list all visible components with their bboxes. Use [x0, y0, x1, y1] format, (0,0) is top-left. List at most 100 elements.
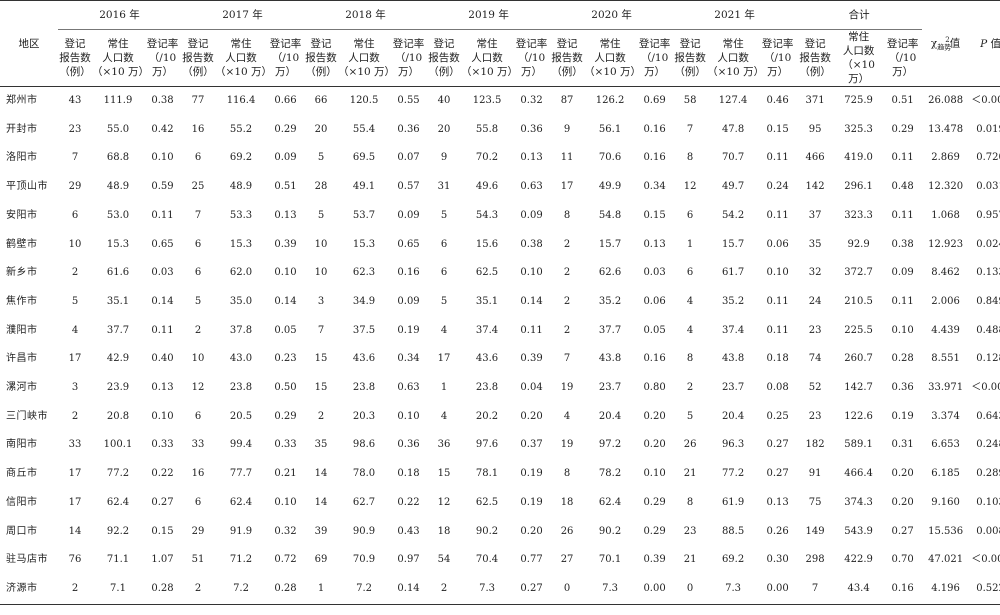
rate-cell: 0.32: [520, 95, 543, 106]
rate-cell: 0.11: [891, 295, 914, 307]
reported-count-cell: 9: [440, 152, 448, 164]
rate-cell: 0.10: [151, 152, 174, 164]
table-row: 漯河市 3 23.9 0.13 12 23.8 0.50 15 23.8 0.63 1 23.8 0.0…: [0, 374, 1000, 403]
reported-count-cell: 4: [71, 324, 79, 336]
population-cell: 7.2: [215, 574, 268, 605]
population-cell: 71.2: [229, 554, 253, 566]
reported-count-cell: 23: [683, 525, 697, 537]
population-cell: 419.0: [844, 152, 873, 164]
reported-count-cell: 4: [686, 295, 694, 307]
population-cell: 123.5: [472, 95, 502, 106]
rate-cell: 0.13: [643, 238, 666, 250]
reported-count-cell: 32: [808, 267, 822, 279]
reported-count-cell: 0: [550, 574, 585, 605]
reported-count-cell: 27: [560, 554, 574, 566]
rate-cell: 0.29: [274, 410, 297, 422]
p-suffix: 值: [987, 37, 1000, 50]
population-cell: 466.4: [844, 468, 873, 480]
rate-cell: 0.38: [891, 238, 914, 250]
population-cell: 49.6: [475, 181, 499, 193]
rate-cell: 0.23: [274, 353, 297, 365]
table-row: 焦作市 5 35.1 0.14 5 35.0 0.14 3 34.9 0.09 5 35.1 0.14 2…: [0, 288, 1000, 317]
region-name: 周口市: [6, 525, 38, 537]
region-name: 鹤壁市: [6, 238, 38, 250]
table-row: 三门峡市 2 20.8 0.10 6 20.5 0.29 2 20.3 0.10 4 20.2 0.20…: [0, 403, 1000, 432]
rate-cell: 0.29: [643, 525, 666, 537]
population-cell: 100.1: [103, 439, 133, 451]
chi-superscript: 2: [945, 35, 950, 44]
rate-cell: 0.11: [766, 209, 789, 221]
p-value-cell: ＜0.001: [971, 554, 1000, 566]
reported-count-cell: 11: [560, 152, 574, 164]
reported-count-cell: 24: [808, 295, 822, 307]
rate-cell: 0.33: [274, 439, 297, 451]
rate-cell: 0.00: [636, 574, 674, 605]
population-cell: 77.2: [721, 468, 745, 480]
rate-cell: 0.27: [766, 439, 789, 451]
reported-count-cell: 8: [686, 152, 694, 164]
population-cell: 69.5: [352, 152, 376, 164]
p-value-cell: 0.248: [976, 439, 1000, 451]
reported-count-cell: 2: [563, 295, 571, 307]
reported-count-cell: 58: [683, 95, 697, 106]
reported-count-cell: 7: [686, 123, 694, 135]
population-cell: 37.7: [598, 324, 622, 336]
reported-count-cell: 2: [563, 324, 571, 336]
reported-count-header: 登记 报告数 （例）: [550, 29, 585, 87]
rate-cell: 0.22: [151, 468, 174, 480]
population-cell: 225.5: [844, 324, 873, 336]
population-cell: 23.8: [475, 382, 499, 394]
rate-cell: 0.20: [643, 439, 666, 451]
chi-square-trend-header: χ趋势2值: [922, 0, 970, 87]
population-cell: 20.2: [475, 410, 499, 422]
rate-cell: 0.14: [390, 574, 428, 605]
population-cell: 97.2: [598, 439, 622, 451]
reported-count-cell: 54: [437, 554, 451, 566]
population-header: 常住 人口数 （×10 万）: [338, 29, 391, 87]
population-cell: 23.7: [598, 382, 622, 394]
rate-header: 登记率 （/10 万）: [144, 29, 182, 87]
rate-cell: 0.11: [151, 209, 174, 221]
reported-count-cell: 6: [194, 152, 202, 164]
population-cell: 78.2: [598, 468, 622, 480]
population-cell: 35.1: [475, 295, 499, 307]
table-row: 开封市 23 55.0 0.42 16 55.2 0.29 20 55.4 0.36 20 55.8 0…: [0, 116, 1000, 145]
rate-cell: 0.10: [520, 267, 543, 279]
population-cell: 15.3: [229, 238, 253, 250]
reported-count-cell: 26: [683, 439, 697, 451]
population-cell: 68.8: [106, 152, 130, 164]
table-row: 南阳市 33 100.1 0.33 33 99.4 0.33 35 98.6 0.36 36 97.6…: [0, 431, 1000, 460]
reported-count-cell: 182: [805, 439, 825, 451]
p-value-cell: 0.957: [976, 209, 1000, 221]
region-name: 濮阳市: [6, 324, 38, 336]
rate-cell: 0.15: [151, 525, 174, 537]
rate-cell: 0.16: [643, 123, 666, 135]
population-cell: 296.1: [844, 181, 873, 193]
rate-cell: 0.16: [883, 574, 923, 605]
rate-cell: 0.70: [891, 554, 914, 566]
population-cell: 325.3: [844, 123, 873, 135]
rate-cell: 0.36: [520, 123, 543, 135]
reported-count-cell: 28: [314, 181, 328, 193]
chi-square-cell: 6.653: [931, 439, 960, 451]
reported-count-cell: 19: [560, 439, 574, 451]
population-cell: 92.2: [106, 525, 130, 537]
rate-cell: 0.09: [520, 209, 543, 221]
table-row: 鹤壁市 10 15.3 0.65 6 15.3 0.39 10 15.3 0.65 6 15.6 0.3…: [0, 231, 1000, 260]
reported-count-cell: 10: [314, 267, 328, 279]
population-cell: 43.0: [229, 353, 253, 365]
rate-cell: 0.72: [274, 554, 297, 566]
rate-cell: 0.20: [643, 410, 666, 422]
rate-cell: 0.33: [151, 439, 174, 451]
population-cell: 7.1: [92, 574, 144, 605]
population-cell: 69.2: [229, 152, 253, 164]
reported-count-cell: 7: [563, 353, 571, 365]
chi-symbol: χ: [930, 37, 938, 50]
population-cell: 42.9: [106, 353, 130, 365]
rate-cell: 0.11: [151, 324, 174, 336]
chi-square-cell: 26.088: [928, 95, 964, 106]
rate-cell: 0.13: [766, 496, 789, 508]
reported-count-cell: 6: [71, 209, 79, 221]
table-row: 济源市 2 7.1 0.28 2 7.2 0.28 1 7.2 0.14 2 7.3 0.27 0 7.3 0…: [0, 574, 1000, 605]
